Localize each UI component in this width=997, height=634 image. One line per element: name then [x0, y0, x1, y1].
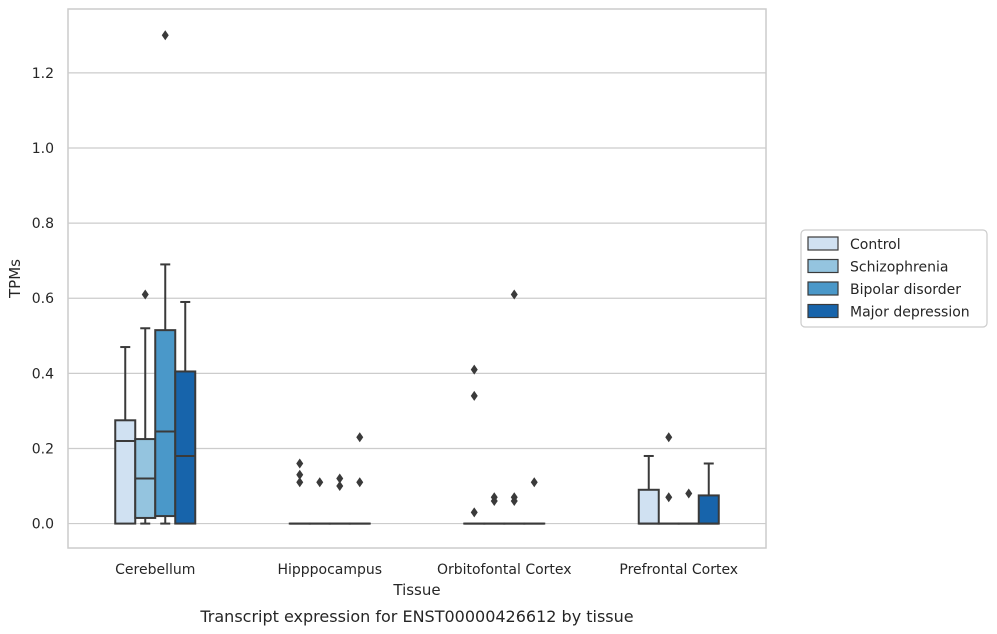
outlier-point	[470, 390, 478, 401]
outlier-point	[161, 30, 169, 41]
box-control	[463, 364, 486, 525]
legend-swatch	[807, 303, 839, 319]
box-iqr	[697, 494, 720, 525]
box-major-depression	[174, 300, 197, 525]
legend-label: Bipolar disorder	[850, 282, 961, 298]
legend-label: Major depression	[850, 305, 970, 321]
box-control	[637, 454, 660, 525]
outlier-point	[296, 477, 304, 488]
y-tick-label: 1.2	[32, 66, 54, 82]
y-tick-label: 0.6	[32, 291, 54, 307]
outlier-point	[530, 477, 538, 488]
outlier-point	[296, 458, 304, 469]
y-tick-label: 0.4	[32, 366, 54, 382]
outlier-point	[470, 507, 478, 518]
box-plot-series	[114, 30, 720, 525]
outlier-point	[141, 289, 149, 300]
outlier-point	[510, 496, 518, 507]
outlier-point	[665, 432, 673, 443]
chart-caption: Transcript expression for ENST0000042661…	[199, 607, 633, 626]
y-tick-label: 0.8	[32, 216, 54, 232]
outlier-point	[336, 473, 344, 484]
outlier-point	[665, 492, 673, 503]
outlier-point	[490, 496, 498, 507]
outlier-point	[685, 488, 693, 499]
box-major-depression	[348, 432, 371, 525]
x-tick-label: Cerebellum	[115, 562, 195, 578]
x-tick-label: Orbitofontal Cortex	[437, 562, 572, 578]
box-schizophrenia	[134, 289, 157, 525]
box-iqr	[154, 329, 177, 518]
legend-swatch	[807, 236, 839, 251]
box-iqr	[114, 419, 137, 525]
outlier-point	[470, 364, 478, 375]
plot-frame	[67, 8, 767, 549]
legend-label: Schizophrenia	[850, 260, 948, 276]
y-axis-ticks: 0.0 0.2 0.4 0.6 0.8 1.0 1.2	[32, 66, 54, 533]
outlier-point	[510, 289, 518, 300]
x-axis-label: Tissue	[392, 581, 440, 599]
legend: Control Schizophrenia Bipolar disorder Majo…	[800, 229, 988, 328]
outlier-point	[336, 481, 344, 492]
y-tick-label: 0.0	[32, 517, 54, 533]
x-tick-label: Hipppocampus	[277, 562, 382, 578]
box-iqr	[637, 488, 660, 525]
box-control	[288, 458, 311, 525]
x-tick-label: Prefrontal Cortex	[619, 562, 738, 578]
box-bipolar-disorder	[328, 473, 351, 525]
box-bipolar-disorder	[154, 30, 177, 525]
y-tick-label: 0.2	[32, 441, 54, 457]
outlier-point	[316, 477, 324, 488]
x-axis-ticks: Cerebellum Hipppocampus Orbitofontal Corte…	[115, 562, 738, 578]
box-major-depression	[523, 477, 546, 525]
outlier-point	[356, 432, 364, 443]
box-schizophrenia	[657, 432, 680, 525]
outlier-point	[356, 477, 364, 488]
legend-label: Control	[850, 237, 901, 253]
outlier-point	[296, 469, 304, 480]
box-schizophrenia	[483, 492, 506, 525]
box-bipolar-disorder	[677, 488, 700, 525]
legend-frame	[800, 229, 988, 328]
legend-swatch	[807, 281, 839, 296]
y-tick-label: 1.0	[32, 141, 54, 157]
box-bipolar-disorder	[503, 289, 526, 525]
legend-swatch	[807, 258, 839, 274]
y-axis-label: TPMs	[6, 259, 24, 299]
box-iqr	[174, 370, 197, 525]
box-schizophrenia	[308, 477, 331, 525]
box-major-depression	[697, 462, 720, 525]
